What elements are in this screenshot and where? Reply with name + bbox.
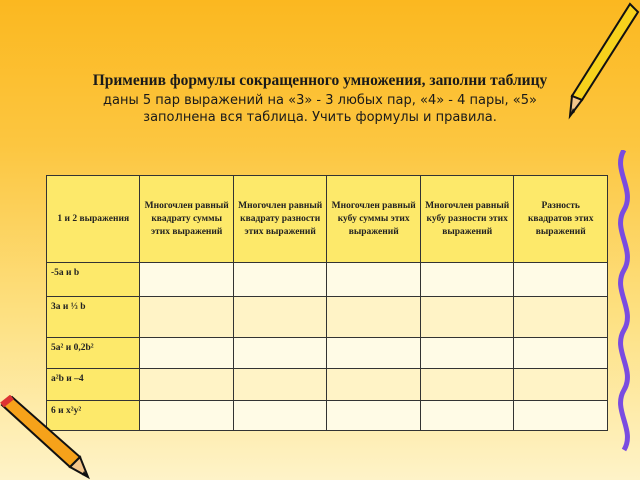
answer-cell[interactable] [513,262,608,297]
header-cell: Разность квадратов этих выражений [513,175,608,263]
slide-title: Применив формулы сокращенного умножения,… [92,72,548,89]
answer-cell[interactable] [139,296,234,338]
answer-cell[interactable] [419,337,515,369]
answer-cell[interactable] [232,337,328,369]
header-cell: Многочлен равный кубу суммы этих выражен… [326,175,421,263]
answer-cell[interactable] [419,262,515,297]
table-row: a²b и –4 [45,368,608,401]
squiggle-icon [618,150,630,452]
header-cell: 1 и 2 выражения [45,175,141,263]
answer-cell[interactable] [326,400,421,431]
answer-cell[interactable] [139,262,234,297]
header-cell: Многочлен равный кубу разности этих выра… [419,175,515,263]
answer-cell[interactable] [139,337,234,369]
answer-cell[interactable] [513,400,608,431]
row-label: -5a и b [45,262,141,297]
answer-cell[interactable] [232,262,328,297]
answer-cell[interactable] [326,262,421,297]
answer-cell[interactable] [139,368,234,401]
answer-cell[interactable] [232,400,328,431]
header-row: 1 и 2 выражения Многочлен равный квадрат… [45,175,608,263]
answer-cell[interactable] [139,400,234,431]
answer-cell[interactable] [513,296,608,338]
table-row: 3a и ⅓ b [45,296,608,338]
answer-cell[interactable] [326,296,421,338]
answer-cell[interactable] [419,400,515,431]
answer-cell[interactable] [419,296,515,338]
answer-cell[interactable] [513,368,608,401]
table-row: -5a и b [45,262,608,297]
answer-cell[interactable] [326,368,421,401]
answer-cell[interactable] [513,337,608,369]
header-cell: Многочлен равный квадрату разности этих … [232,175,328,263]
row-label: 5a² и 0,2b² [45,337,141,369]
header-cell: Многочлен равный квадрату суммы этих выр… [139,175,234,263]
row-label: 3a и ⅓ b [45,296,141,338]
table-row: 5a² и 0,2b² [45,337,608,369]
pencil-icon [0,395,90,480]
pencil-icon [568,2,640,120]
table-row: 6 и x²y² [45,400,608,431]
slide-subtitle: даны 5 пар выражений на «3» - 3 любых па… [103,93,537,125]
answer-cell[interactable] [326,337,421,369]
answer-cell[interactable] [232,296,328,338]
row-label: 6 и x²y² [45,400,141,431]
answer-cell[interactable] [419,368,515,401]
answer-cell[interactable] [232,368,328,401]
fill-table: 1 и 2 выражения Многочлен равный квадрат… [45,175,608,431]
